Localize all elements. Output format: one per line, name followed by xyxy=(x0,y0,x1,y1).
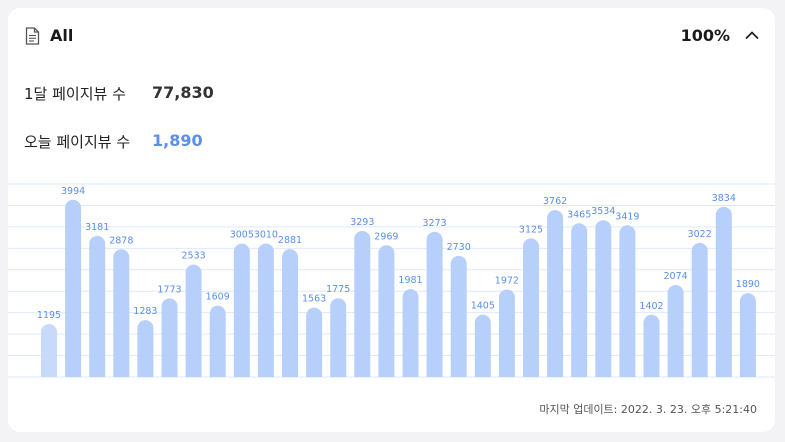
bar[interactable] xyxy=(426,231,443,377)
bar[interactable] xyxy=(547,210,564,377)
bar[interactable] xyxy=(185,264,202,377)
bar[interactable] xyxy=(89,235,106,377)
card-title: All xyxy=(50,26,74,45)
bar[interactable] xyxy=(450,255,467,377)
last-updated-text: 마지막 업데이트: 2022. 3. 23. 오후 5:21:40 xyxy=(539,403,757,416)
bar-value-label: 2730 xyxy=(447,242,471,253)
document-icon xyxy=(25,27,40,45)
bar[interactable] xyxy=(209,305,226,377)
bar[interactable] xyxy=(41,323,57,377)
card-header: All 100% xyxy=(8,8,775,64)
bar-value-label: 2074 xyxy=(664,271,688,282)
today-pageviews-label: 오늘 페이지뷰 수 xyxy=(24,133,131,151)
bar-value-label: 3465 xyxy=(567,209,591,220)
bar[interactable] xyxy=(233,243,250,377)
bar[interactable] xyxy=(354,230,371,377)
bar-value-label: 3181 xyxy=(85,222,109,233)
bar-value-label: 3834 xyxy=(712,193,736,204)
bar-value-label: 3273 xyxy=(423,218,447,229)
bar-value-label: 1402 xyxy=(639,301,663,312)
bar-value-label: 1405 xyxy=(471,301,495,312)
bar[interactable] xyxy=(691,242,708,377)
bar-value-label: 3010 xyxy=(254,229,278,240)
bar[interactable] xyxy=(402,289,419,377)
bar-value-label: 1195 xyxy=(37,310,61,321)
bar-value-label: 2533 xyxy=(182,251,206,262)
bar-value-label: 2878 xyxy=(109,235,133,246)
bar-value-label: 3419 xyxy=(615,211,639,222)
bar-value-label: 1283 xyxy=(133,306,157,317)
bar-value-label: 1563 xyxy=(302,294,326,305)
bar-value-label: 3005 xyxy=(230,230,254,241)
bar[interactable] xyxy=(571,223,588,377)
bar[interactable] xyxy=(330,298,347,377)
today-pageviews-value: 1,890 xyxy=(152,131,203,150)
bar[interactable] xyxy=(282,249,298,377)
bar-value-label: 3293 xyxy=(350,217,374,228)
bar[interactable] xyxy=(306,307,323,377)
bar-value-label: 3994 xyxy=(61,186,85,197)
bar[interactable] xyxy=(643,314,660,377)
bar[interactable] xyxy=(595,220,612,377)
bar-value-label: 3534 xyxy=(591,206,615,217)
bar-value-label: 3125 xyxy=(519,224,543,235)
bar-value-label: 3762 xyxy=(543,196,567,207)
bar-value-label: 1773 xyxy=(157,284,181,295)
percent-value: 100% xyxy=(680,26,730,45)
bar[interactable] xyxy=(474,314,491,377)
bar[interactable] xyxy=(715,206,732,377)
bar-value-label: 1609 xyxy=(206,292,230,303)
bar-value-label: 2969 xyxy=(374,231,398,242)
pageview-card: All 100% 1달 페이지뷰 수 77,830 오늘 페이지뷰 수 1,89… xyxy=(8,8,775,432)
bar[interactable] xyxy=(161,298,178,377)
monthly-pageviews-value: 77,830 xyxy=(152,83,214,102)
bar[interactable] xyxy=(257,243,274,377)
bar-value-label: 3022 xyxy=(688,229,712,240)
bar[interactable] xyxy=(498,289,515,377)
bar[interactable] xyxy=(65,199,82,377)
bar-value-label: 1981 xyxy=(398,275,422,286)
monthly-pageviews-label: 1달 페이지뷰 수 xyxy=(24,85,126,103)
chevron-up-icon[interactable] xyxy=(745,30,759,40)
bar[interactable] xyxy=(667,284,684,377)
bar-value-label: 1890 xyxy=(736,279,760,290)
bar[interactable] xyxy=(113,249,130,377)
bar[interactable] xyxy=(378,245,395,377)
bar[interactable] xyxy=(523,238,539,377)
bar[interactable] xyxy=(739,293,756,377)
bar-value-label: 2881 xyxy=(278,235,302,246)
bar[interactable] xyxy=(137,320,154,377)
bar-value-label: 1972 xyxy=(495,276,519,287)
bar-value-label: 1775 xyxy=(326,284,350,295)
bar[interactable] xyxy=(619,225,636,377)
